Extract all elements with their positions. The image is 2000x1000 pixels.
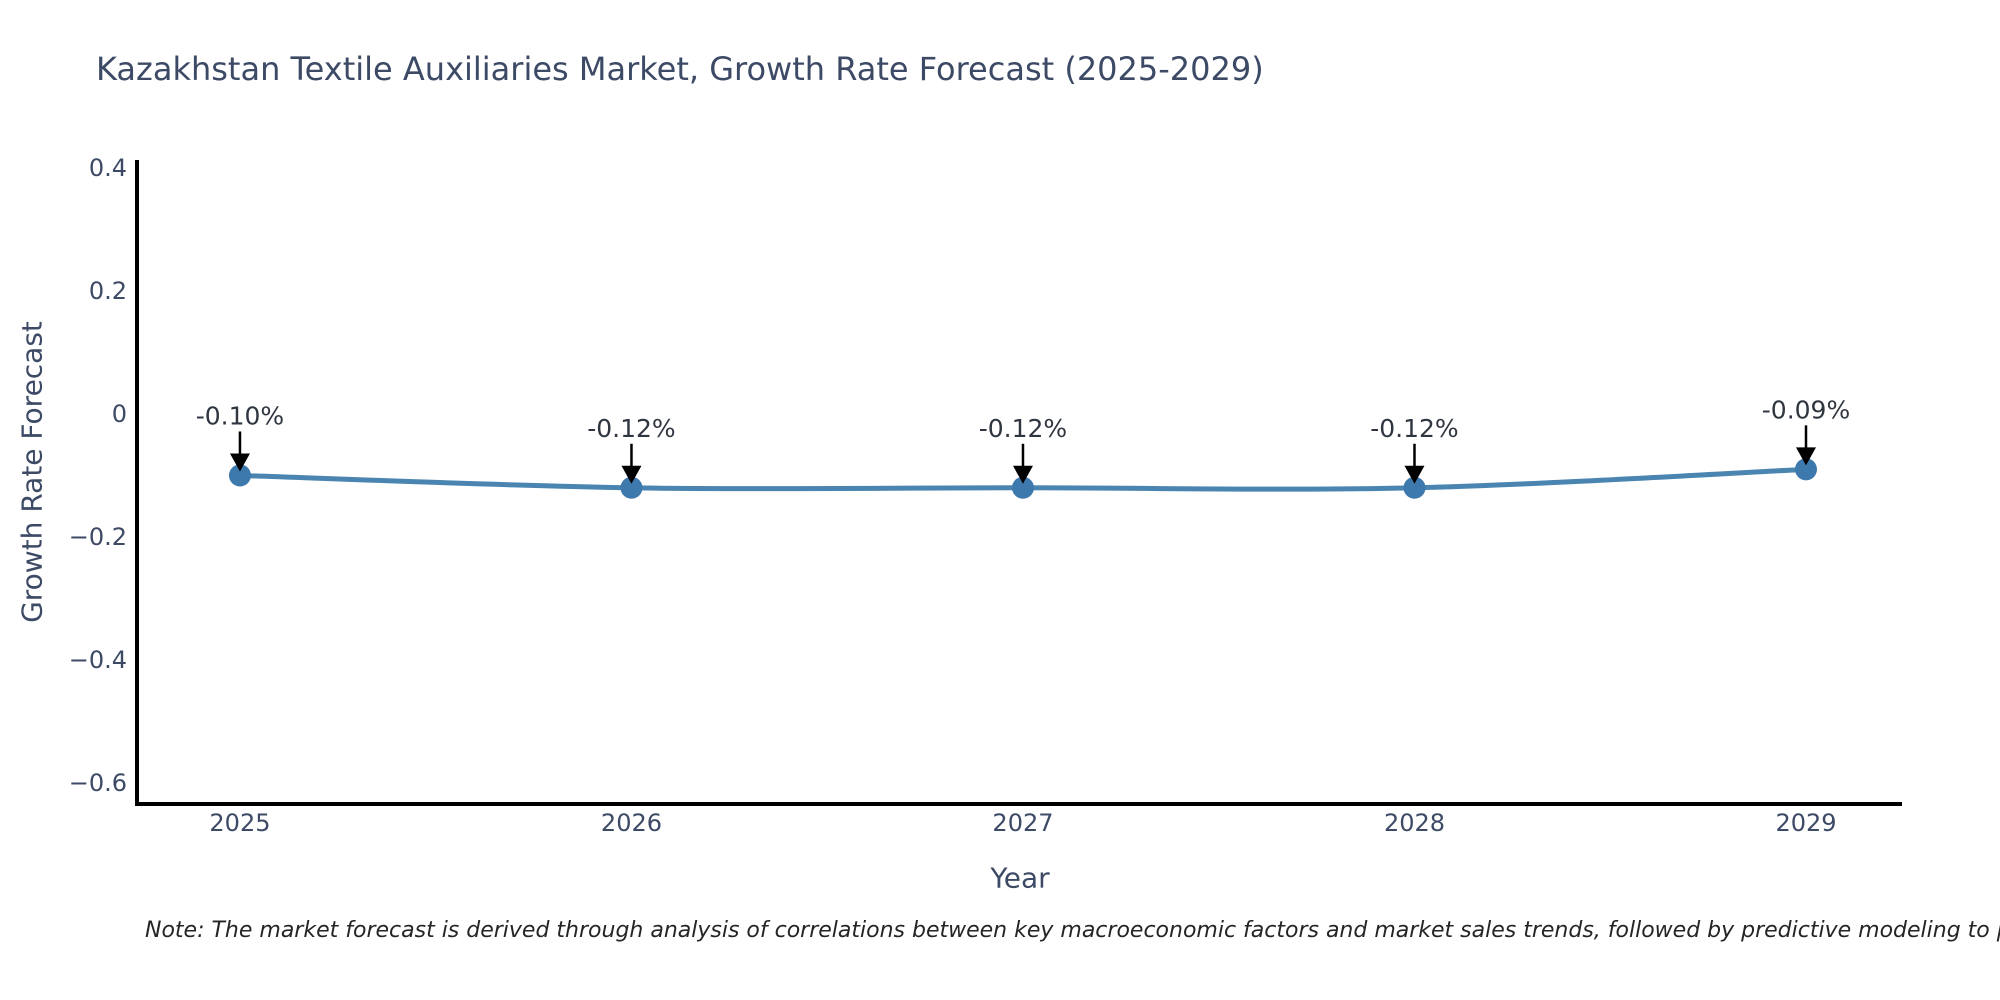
y-tick-label: −0.2 [68, 522, 127, 551]
data-point-annotation: -0.12% [587, 414, 675, 443]
y-axis-spine [135, 160, 139, 806]
data-point-annotation: -0.12% [979, 414, 1067, 443]
footnote: Note: The market forecast is derived thr… [145, 918, 2000, 943]
data-point-marker [228, 464, 251, 487]
y-tick-label: −0.6 [68, 768, 127, 797]
annotation-arrow-head [1404, 465, 1425, 484]
data-point-annotation: -0.09% [1762, 395, 1850, 424]
x-tick-label: 2028 [1383, 809, 1446, 837]
data-point-marker [1794, 458, 1817, 481]
annotation-arrow-head [229, 453, 250, 472]
annotation-arrow-head [1795, 447, 1816, 466]
data-point-marker [620, 476, 643, 499]
annotation-arrow-head [1012, 465, 1033, 484]
chart-title: Kazakhstan Textile Auxiliaries Market, G… [96, 50, 1264, 88]
y-tick-label: −0.4 [68, 645, 127, 674]
x-tick-label: 2025 [209, 809, 271, 837]
data-point-marker [1011, 476, 1034, 499]
y-tick-label: 0.2 [88, 276, 127, 305]
x-axis-label: Year [990, 861, 1050, 895]
y-tick-label: 0 [111, 399, 127, 428]
data-point-annotation: -0.12% [1370, 414, 1458, 443]
annotation-arrow-head [621, 465, 642, 484]
y-tick-label: 0.4 [88, 153, 127, 182]
data-point-marker [1403, 476, 1426, 499]
x-axis-spine [135, 802, 1902, 806]
x-tick-label: 2027 [992, 809, 1054, 837]
x-tick-label: 2026 [600, 809, 663, 837]
x-tick-label: 2029 [1775, 809, 1837, 837]
data-point-annotation: -0.10% [196, 401, 284, 430]
